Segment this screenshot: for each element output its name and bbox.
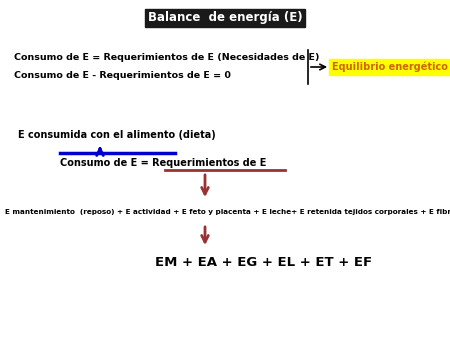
Text: Consumo de E = Requerimientos de E: Consumo de E = Requerimientos de E xyxy=(60,158,266,168)
Text: Consumo de E - Requerimientos de E = 0: Consumo de E - Requerimientos de E = 0 xyxy=(14,72,231,80)
Text: E consumida con el alimento (dieta): E consumida con el alimento (dieta) xyxy=(18,130,216,140)
Text: E mantenimiento  (reposo) + E actividad + E feto y placenta + E leche+ E retenid: E mantenimiento (reposo) + E actividad +… xyxy=(5,209,450,215)
Text: EM + EA + EG + EL + ET + EF: EM + EA + EG + EL + ET + EF xyxy=(155,257,372,269)
Text: Equilibrio energético: Equilibrio energético xyxy=(332,62,448,72)
Text: Consumo de E = Requerimientos de E (Necesidades de E): Consumo de E = Requerimientos de E (Nece… xyxy=(14,53,319,63)
Text: Balance  de energía (E): Balance de energía (E) xyxy=(148,11,302,24)
